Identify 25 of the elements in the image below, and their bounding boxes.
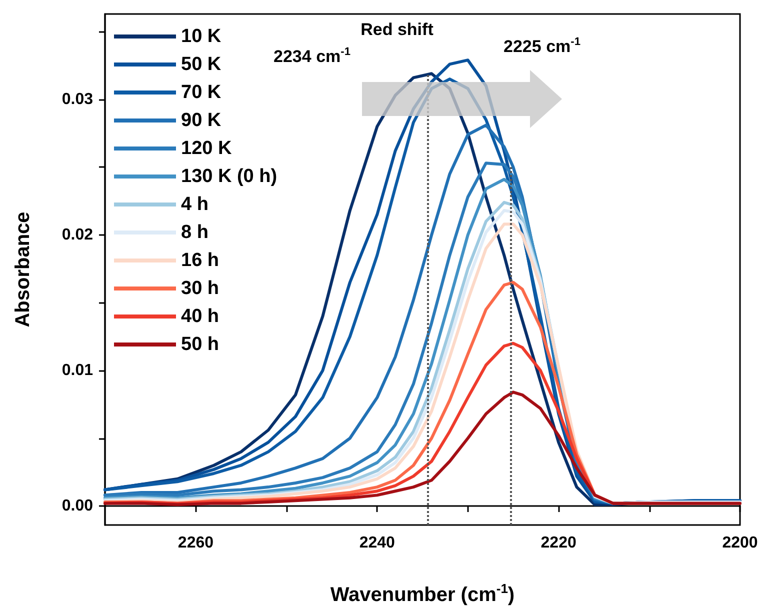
y-tick-label: 0.01: [62, 362, 94, 379]
legend-label: 50 h: [181, 334, 220, 355]
annotation: 2234 cm$^{-1}$: [274, 46, 350, 67]
legend-label: 120 K: [181, 138, 232, 159]
legend-label: 90 K: [181, 110, 222, 131]
legend-label: 70 K: [181, 82, 222, 103]
x-tick-label: 2220: [540, 534, 576, 552]
legend-label: 50 K: [181, 54, 222, 75]
y-axis-title: Absorbance: [12, 212, 34, 328]
x-tick-label: 2260: [178, 534, 214, 552]
annotation: 2225 cm$^{-1}$: [504, 36, 580, 57]
annotation: Red shift: [360, 20, 434, 40]
legend-label: 40 h: [181, 306, 220, 327]
legend-label: 8 h: [181, 222, 208, 243]
legend-label: 16 h: [181, 250, 220, 271]
legend-label: 4 h: [181, 194, 208, 215]
y-tick-label: 0.02: [62, 226, 94, 244]
y-tick-label: 0.03: [62, 90, 94, 108]
legend-label: 30 h: [181, 278, 220, 299]
legend-label: 130 K (0 h): [181, 166, 278, 187]
x-axis-title: Wavenumber (cm$^{-1}$): [330, 581, 515, 607]
x-tick-label: 2200: [722, 534, 758, 552]
x-tick-label: 2240: [359, 534, 396, 552]
y-tick-label: 0.00: [62, 498, 94, 515]
legend-label: 10 K: [181, 26, 222, 47]
